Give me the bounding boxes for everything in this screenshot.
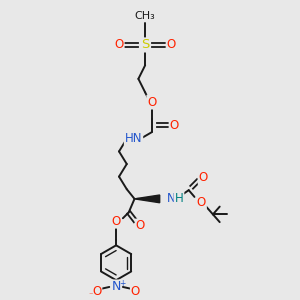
Text: O: O [92, 285, 101, 298]
Text: O: O [167, 38, 176, 52]
Text: +: + [119, 279, 125, 288]
Text: O: O [136, 220, 145, 232]
Text: ⁻: ⁻ [89, 290, 93, 299]
Text: N: N [111, 280, 121, 293]
Polygon shape [134, 195, 160, 203]
Text: O: O [197, 196, 206, 209]
Text: O: O [131, 285, 140, 298]
Text: HN: HN [125, 132, 142, 146]
Text: H: H [175, 192, 183, 206]
Text: N: N [167, 192, 176, 206]
Text: O: O [112, 214, 121, 228]
Text: O: O [114, 38, 124, 52]
Text: O: O [147, 96, 157, 109]
Text: O: O [169, 119, 179, 132]
Text: CH₃: CH₃ [135, 11, 155, 21]
Text: O: O [199, 171, 208, 184]
Text: S: S [141, 38, 149, 52]
